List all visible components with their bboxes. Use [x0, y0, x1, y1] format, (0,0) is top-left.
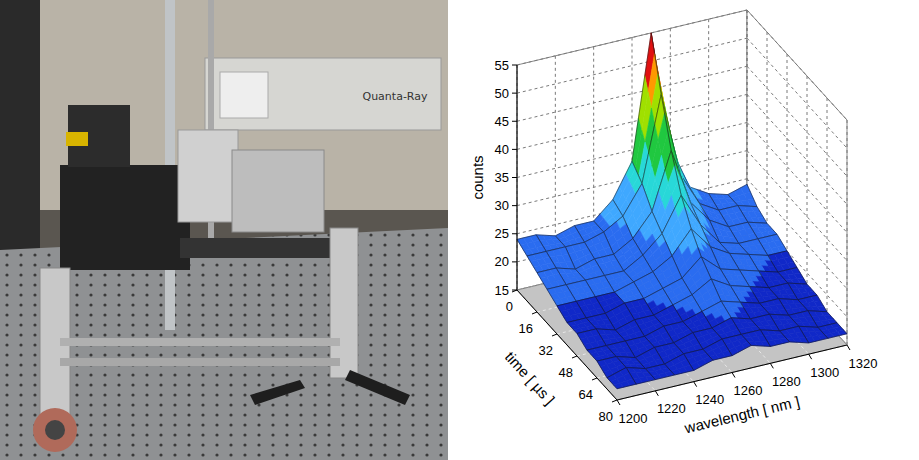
svg-text:1240: 1240 [695, 392, 724, 407]
svg-text:0: 0 [506, 299, 513, 314]
svg-text:45: 45 [495, 114, 509, 129]
svg-text:20: 20 [495, 254, 509, 269]
svg-text:55: 55 [495, 58, 509, 73]
svg-text:25: 25 [495, 226, 509, 241]
svg-text:1300: 1300 [810, 365, 839, 380]
svg-text:16: 16 [519, 321, 533, 336]
svg-text:48: 48 [559, 365, 573, 380]
svg-text:32: 32 [539, 343, 553, 358]
svg-text:time [ µs ]: time [ µs ] [502, 348, 559, 408]
svg-text:1320: 1320 [849, 356, 878, 371]
svg-text:1260: 1260 [734, 383, 763, 398]
svg-text:40: 40 [495, 142, 509, 157]
svg-text:30: 30 [495, 198, 509, 213]
svg-text:1200: 1200 [619, 411, 648, 426]
svg-text:1220: 1220 [657, 401, 686, 416]
svg-text:counts: counts [469, 155, 486, 199]
svg-text:64: 64 [579, 387, 593, 402]
svg-text:1280: 1280 [772, 374, 801, 389]
svg-text:50: 50 [495, 86, 509, 101]
svg-text:wavelength [ nm ]: wavelength [ nm ] [682, 393, 801, 437]
svg-text:15: 15 [495, 283, 509, 298]
svg-text:35: 35 [495, 170, 509, 185]
svg-text:Quanta-Ray: Quanta-Ray [362, 90, 428, 103]
svg-text:80: 80 [599, 409, 613, 424]
